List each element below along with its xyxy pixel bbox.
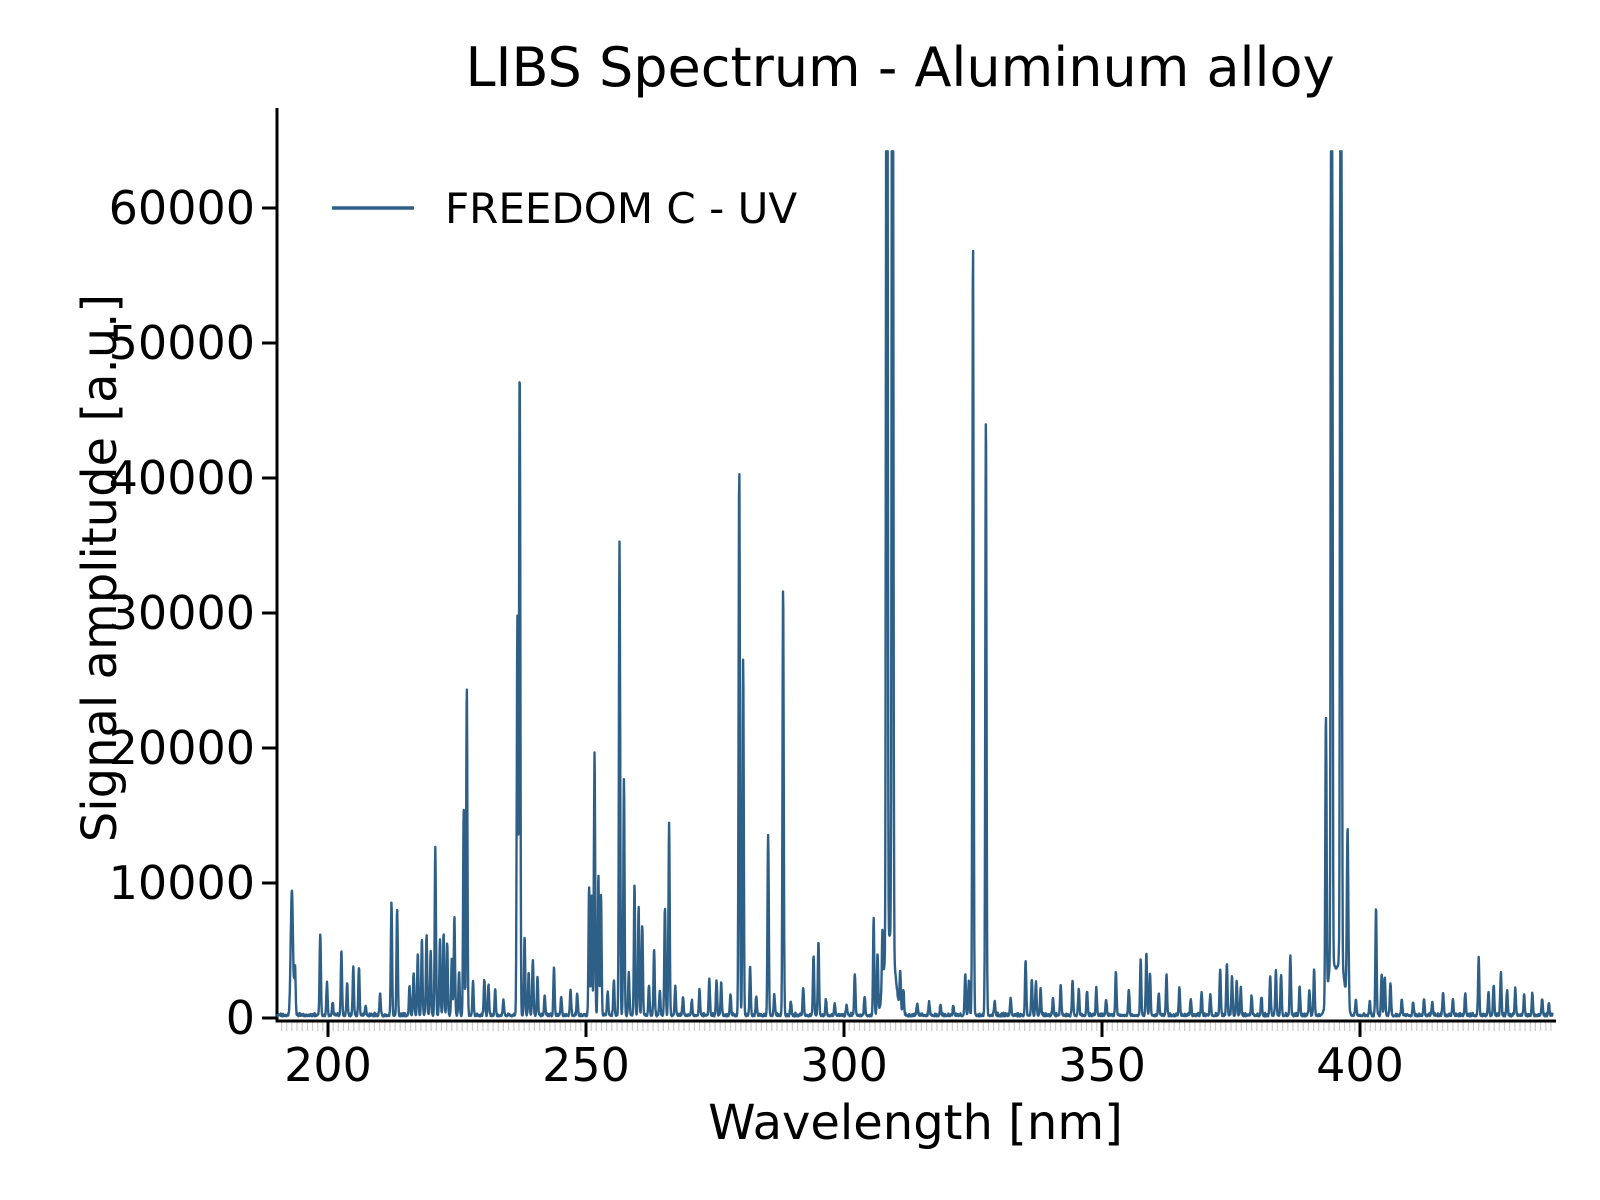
x-tick-label: 300 xyxy=(800,1038,888,1092)
y-tick-label: 40000 xyxy=(108,451,255,505)
y-tick-label: 10000 xyxy=(108,856,255,910)
x-tick-label: 200 xyxy=(284,1038,372,1092)
y-tick-label: 60000 xyxy=(108,181,255,235)
x-tick-label: 400 xyxy=(1316,1038,1404,1092)
y-axis-label: Signal amplitude [a.u.] xyxy=(72,293,128,843)
y-tick-label: 0 xyxy=(225,991,255,1045)
legend-label: FREEDOM C - UV xyxy=(445,183,798,233)
x-tick-label: 250 xyxy=(542,1038,630,1092)
x-axis-label: Wavelength [nm] xyxy=(708,1095,1123,1151)
legend: FREEDOM C - UV xyxy=(330,183,797,233)
y-tick-label: 20000 xyxy=(108,721,255,775)
major-ticks xyxy=(262,206,1362,1037)
spectrum-line xyxy=(276,150,1554,1018)
y-tick-label: 30000 xyxy=(108,586,255,640)
x-tick-label: 350 xyxy=(1058,1038,1146,1092)
chart-title: LIBS Spectrum - Aluminum alloy xyxy=(465,36,1335,99)
y-tick-label: 50000 xyxy=(108,316,255,370)
